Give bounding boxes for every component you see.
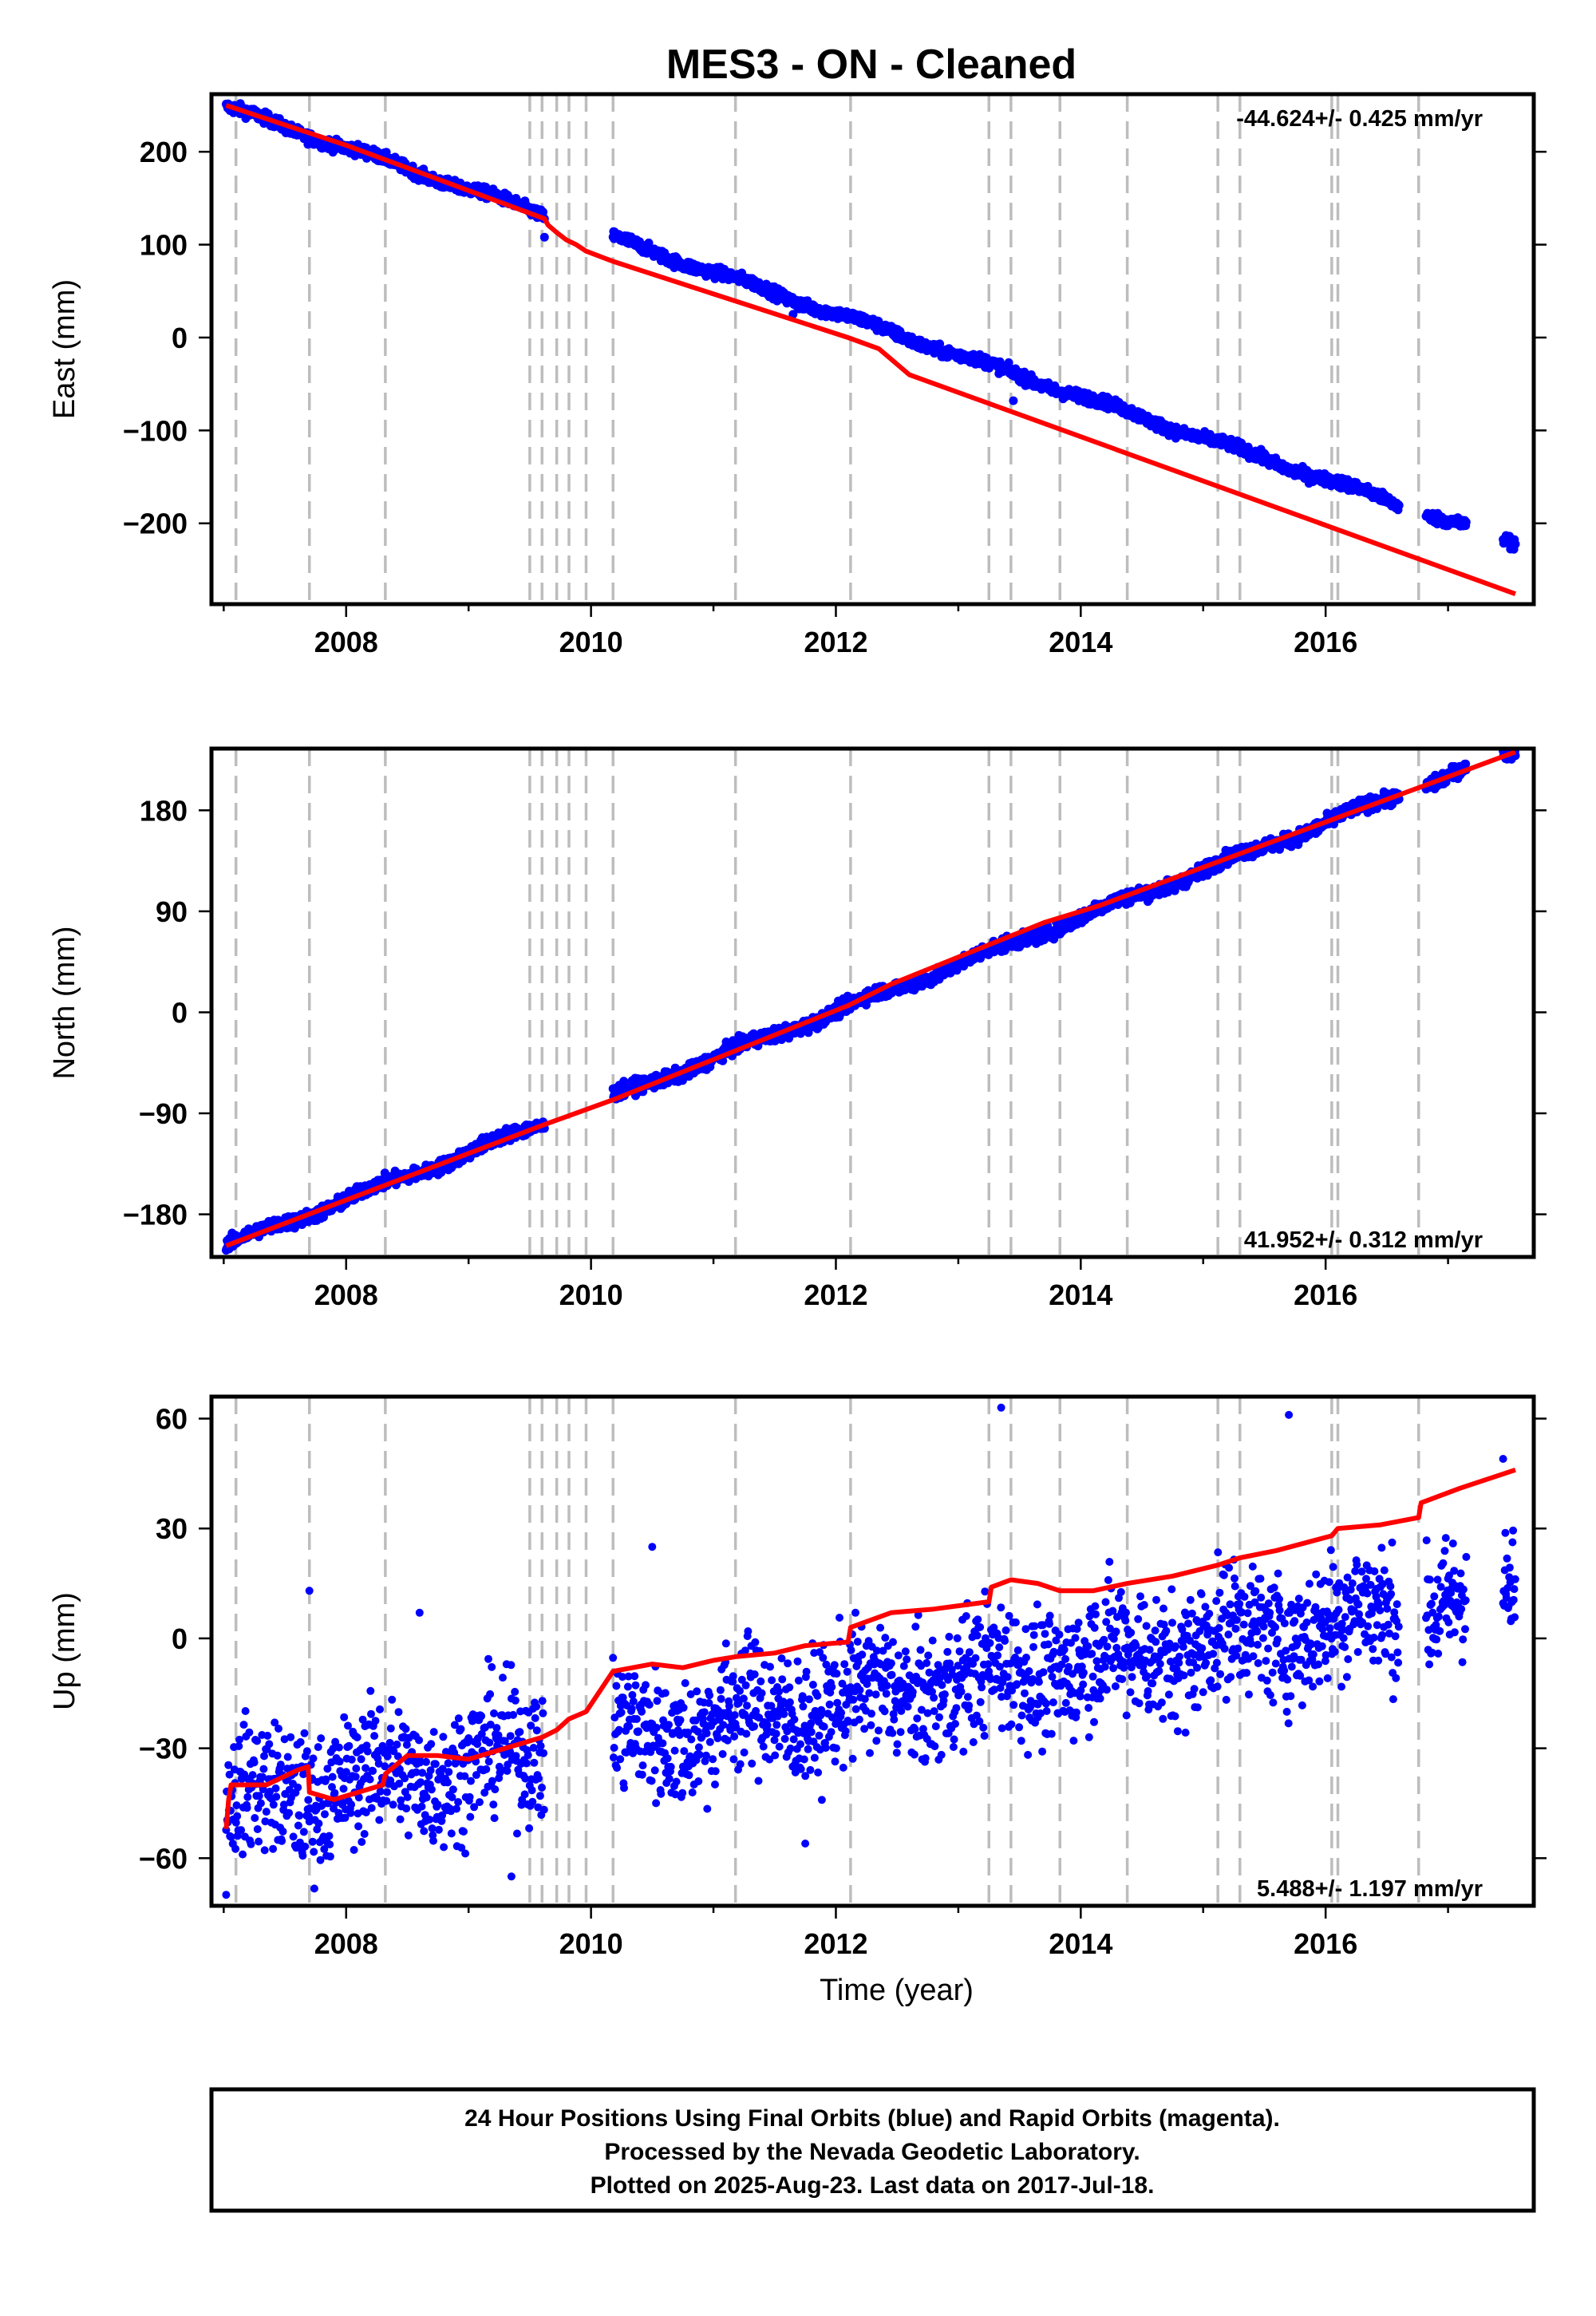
y-tick-label: 180 [140,794,188,827]
east-panel: 2008 2010 2012 2014 2016 −200 −100 0 100 200 East … [48,92,1547,658]
data-point [862,1000,871,1010]
data-point [253,1737,262,1745]
data-point [1394,500,1404,510]
data-point [272,1792,281,1801]
data-point [266,1788,274,1796]
y-tick-label: −200 [123,508,188,540]
data-point [237,1826,246,1835]
data-point [232,1801,241,1810]
y-tick-label: 0 [172,322,188,354]
data-point [1461,517,1471,527]
y-tick-label: −100 [123,414,188,447]
x-tick-label: 2014 [1049,626,1112,658]
y-axis-label: North (mm) [48,926,81,1079]
data-point [285,1808,294,1817]
data-point [280,1735,289,1744]
y-tick-label: 100 [140,229,188,262]
data-point [261,1817,270,1826]
data-point [239,1850,247,1859]
data-point [255,1837,263,1846]
velocity-rate-label: -44.624+/- 0.425 mm/yr [1236,106,1483,132]
position-points [222,1403,1519,1899]
y-tick-label: 0 [172,996,188,1029]
data-point [224,1761,233,1769]
plot-area [221,749,1520,1257]
data-point [251,1814,259,1822]
data-point [269,1844,278,1853]
data-point [225,1770,234,1779]
data-point [250,1758,259,1767]
plot-area [221,94,1520,604]
data-point [243,1804,251,1812]
data-point [273,1751,282,1760]
data-point [265,1740,274,1749]
plot-area [222,1397,1519,1906]
model-fit-line [225,749,1517,1248]
data-point [231,1844,240,1853]
data-point [275,1725,282,1733]
position-points [221,99,1520,554]
x-tick-label: 2008 [314,1279,378,1311]
data-point [283,1753,292,1761]
data-point-outlier [1009,396,1018,405]
data-point-outlier [539,232,549,242]
x-tick-label: 2008 [314,626,378,658]
data-point [241,1707,250,1715]
data-point [539,207,547,217]
data-point [235,1742,243,1750]
figure-title: MES3 - ON - Cleaned [666,41,1077,88]
plot-frame [209,92,1536,607]
north-panel: 2008 2010 2012 2014 2016 −180 −90 0 90 180 North (… [48,746,1547,1311]
y-axis-label: East (mm) [48,279,81,419]
data-point [245,1728,254,1737]
data-point [253,1825,262,1833]
data-point [259,1765,268,1773]
data-point [235,1735,243,1744]
data-point [276,1761,285,1769]
data-point [271,1784,280,1792]
data-point [239,1721,248,1729]
data-point [1020,367,1029,377]
data-point [262,1808,271,1816]
data-point [289,1832,298,1841]
data-point [255,1792,263,1800]
data-point [259,1773,267,1781]
data-point [263,1731,272,1740]
data-point [959,962,969,971]
data-point [256,1799,265,1808]
data-point [227,1832,235,1841]
data-point [233,1812,242,1820]
data-point [247,1840,255,1848]
data-point [271,1718,279,1727]
x-tick-label: 2010 [559,626,623,658]
x-tick-label: 2010 [559,1279,623,1311]
position-points [221,749,1520,1255]
data-point [279,1800,288,1809]
data-point [243,1792,252,1801]
data-point [260,1846,269,1855]
data-point [286,1733,295,1741]
y-tick-label: −180 [123,1199,188,1231]
x-tick-label: 2014 [1049,1279,1112,1311]
data-point [1511,539,1520,549]
velocity-rate-label: 41.952+/- 0.312 mm/yr [1244,1227,1483,1253]
x-tick-label: 2016 [1294,1279,1357,1311]
data-point [231,1818,240,1827]
y-tick-label: 200 [140,136,188,168]
plot-frame [209,746,1536,1259]
x-tick-label: 2012 [804,1279,867,1311]
data-point [279,1827,287,1836]
y-tick-label: −90 [139,1097,188,1130]
x-tick-label: 2016 [1294,626,1357,658]
data-point [269,1800,278,1809]
data-point [260,1752,268,1761]
data-point [248,1771,257,1780]
x-tick-label: 2012 [804,626,867,658]
data-point [278,1836,286,1845]
y-tick-label: 90 [156,895,188,928]
model-fit-line [225,103,1517,597]
